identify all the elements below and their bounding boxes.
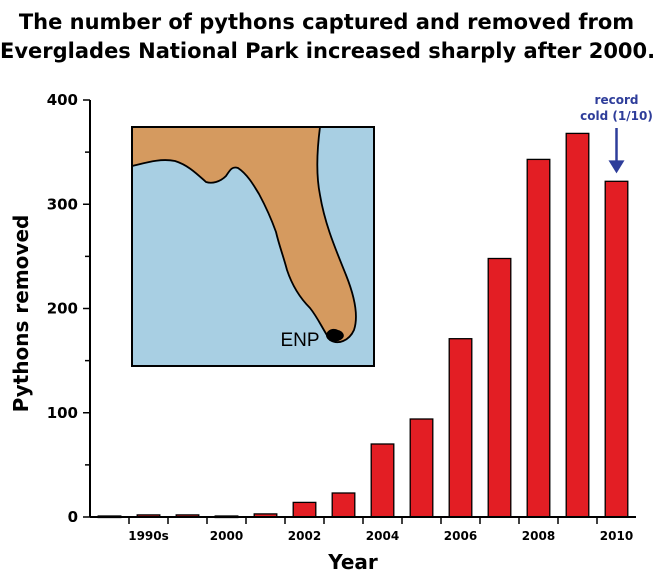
x-tick-label: 1990s [128, 529, 169, 543]
bar [331, 492, 356, 518]
x-tick-label: 2010 [600, 529, 633, 543]
enp-label: ENP [280, 330, 319, 351]
annotation-text-line: record [595, 93, 639, 107]
bar [487, 257, 512, 518]
bar [604, 180, 629, 518]
chart-title-line-1: The number of pythons captured and remov… [18, 10, 635, 34]
enp-marker [326, 328, 344, 342]
bar [448, 338, 473, 518]
y-tick-label: 400 [47, 91, 78, 109]
y-tick-label: 100 [47, 404, 78, 422]
inset-map: ENP [131, 126, 375, 367]
annotation-group: record cold (1/10) [580, 93, 653, 174]
chart-title-line-2: Everglades National Park increased sharp… [0, 39, 653, 63]
x-tick-label: 2008 [522, 529, 555, 543]
x-axis-title: Year [327, 550, 378, 574]
map-florida-land [131, 126, 357, 343]
bar [370, 443, 395, 518]
bar [526, 158, 551, 518]
y-axis-title: Pythons removed [9, 215, 33, 413]
x-tick-label: 2004 [366, 529, 399, 543]
x-tick-label: 2006 [444, 529, 477, 543]
bar [565, 132, 590, 518]
y-tick-label: 300 [47, 195, 78, 213]
bar [292, 501, 317, 518]
y-tick-label: 0 [68, 508, 78, 526]
x-tick-label: 2000 [210, 529, 243, 543]
annotation-text-line: cold (1/10) [580, 109, 653, 123]
bars-group [97, 132, 629, 519]
bar [409, 418, 434, 518]
axes-group: 0 100 200 300 400 1990s 2000 2002 2004 2006 2008 20… [9, 91, 636, 574]
y-tick-label: 200 [47, 300, 78, 318]
chart-title: The number of pythons captured and remov… [0, 8, 653, 66]
map-frame [131, 126, 375, 367]
x-tick-label: 2002 [288, 529, 321, 543]
annotation-arrow-head [608, 160, 625, 174]
